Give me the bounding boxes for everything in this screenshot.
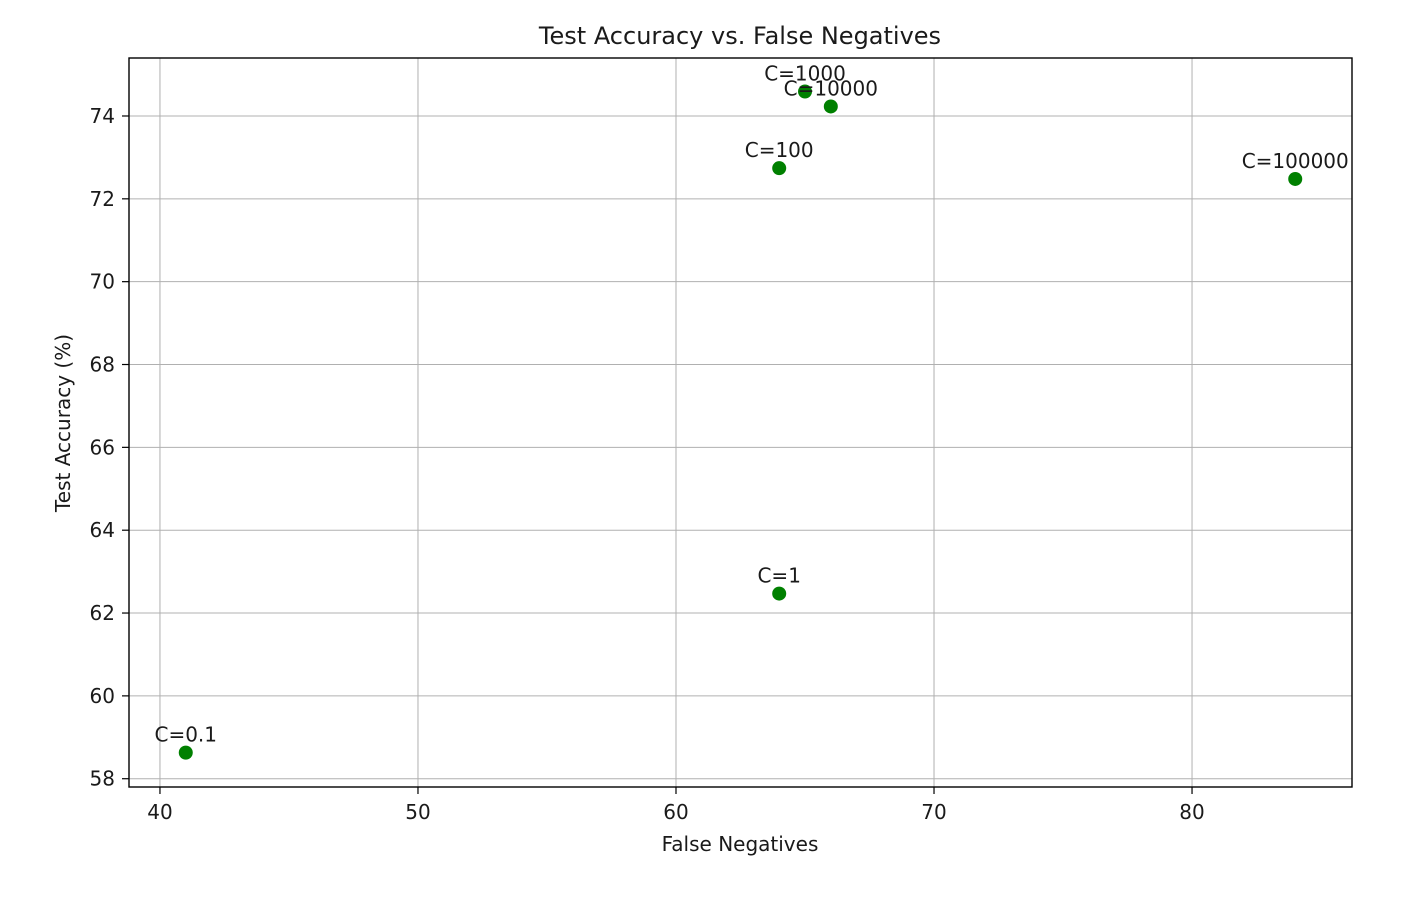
y-tick-label: 62 <box>90 601 115 625</box>
y-tick-label: 64 <box>90 518 115 542</box>
x-tick-label: 60 <box>663 800 688 824</box>
chart-title: Test Accuracy vs. False Negatives <box>538 22 941 50</box>
data-point <box>798 84 813 99</box>
y-tick-label: 68 <box>90 353 115 377</box>
y-tick-label: 66 <box>90 435 115 459</box>
x-axis-label: False Negatives <box>662 832 819 856</box>
data-point <box>823 99 838 114</box>
x-tick-label: 80 <box>1179 800 1204 824</box>
x-tick-label: 50 <box>405 800 430 824</box>
point-annotation: C=10000 <box>784 76 878 100</box>
x-tick-label: 70 <box>921 800 946 824</box>
point-annotation: C=0.1 <box>154 723 217 747</box>
x-tick-label: 40 <box>147 800 172 824</box>
data-point <box>178 745 193 760</box>
point-annotation: C=100 <box>745 138 814 162</box>
data-point <box>1288 171 1303 186</box>
y-tick-label: 74 <box>90 104 115 128</box>
y-tick-label: 72 <box>90 187 115 211</box>
y-axis-label: Test Accuracy (%) <box>51 334 75 513</box>
point-annotation: C=1000 <box>764 62 846 86</box>
y-tick-label: 70 <box>90 270 115 294</box>
data-point <box>772 586 787 601</box>
grid-lines <box>129 58 1352 787</box>
point-annotation: C=1 <box>757 564 800 588</box>
data-points <box>178 84 1303 760</box>
y-tick-label: 60 <box>90 684 115 708</box>
axis-ticks: 40 50 60 70 80 58 60 62 64 66 68 70 72 74 <box>90 104 1205 824</box>
data-point <box>772 161 787 176</box>
plot-frame <box>128 57 1353 788</box>
point-annotation: C=100000 <box>1242 149 1349 173</box>
y-tick-label: 58 <box>90 767 115 791</box>
